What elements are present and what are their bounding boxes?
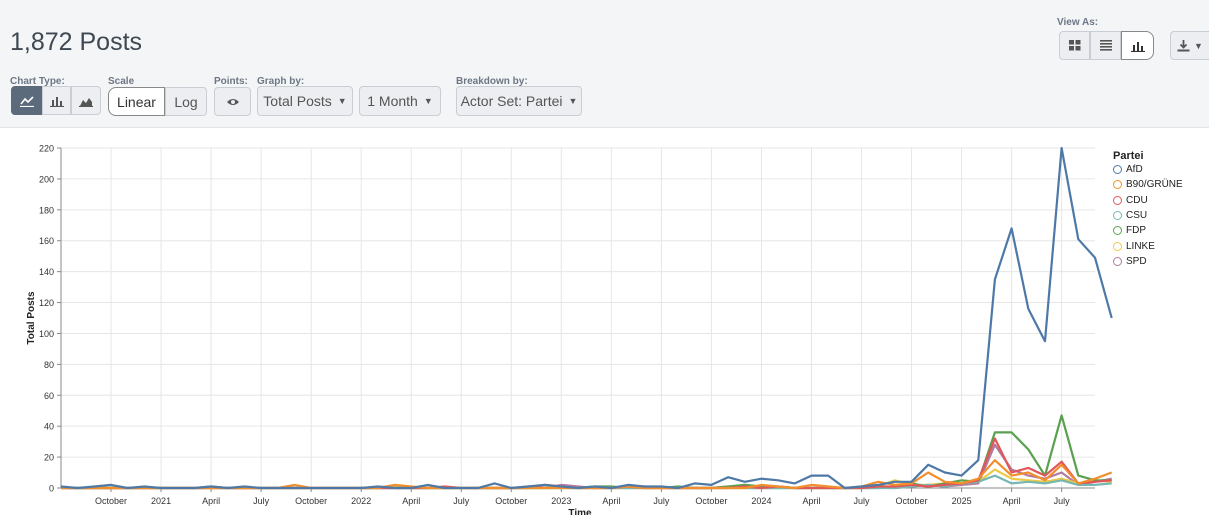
grid-view-button[interactable] <box>1059 31 1090 60</box>
interval-value: 1 Month <box>367 93 418 109</box>
view-as-group <box>1059 31 1154 60</box>
legend-title: Partei <box>1113 150 1144 162</box>
chart-type-label: Chart Type: <box>10 76 65 87</box>
legend-item[interactable]: SPD <box>1113 256 1147 267</box>
x-tick-label: July <box>453 496 470 506</box>
y-tick-label: 60 <box>44 391 54 401</box>
x-tick-label: April <box>802 496 820 506</box>
x-tick-label: October <box>896 496 928 506</box>
bar-chart-icon <box>1130 41 1145 52</box>
y-tick-label: 40 <box>44 422 54 432</box>
legend-label: B90/GRÜNE <box>1126 179 1183 191</box>
chart-view-button[interactable] <box>1121 31 1154 60</box>
y-tick-label: 160 <box>39 236 54 246</box>
x-tick-label: October <box>95 496 127 506</box>
graph-by-label: Graph by: <box>257 76 305 87</box>
legend-item[interactable]: LINKE <box>1113 241 1155 252</box>
interval-dropdown[interactable]: 1 Month ▼ <box>359 86 441 116</box>
legend-label: AfD <box>1126 164 1143 175</box>
legend-item[interactable]: B90/GRÜNE <box>1113 179 1183 190</box>
x-tick-label: July <box>653 496 670 506</box>
x-tick-label: 2024 <box>751 496 771 506</box>
scale-group: Linear Log <box>108 87 207 116</box>
legend-item[interactable]: FDP <box>1113 225 1146 236</box>
x-tick-label: April <box>202 496 220 506</box>
legend-swatch <box>1113 210 1122 220</box>
scale-linear-button[interactable]: Linear <box>108 87 165 116</box>
area-chart-button[interactable] <box>71 86 101 115</box>
y-tick-label: 180 <box>39 205 54 215</box>
y-tick-label: 100 <box>39 329 54 339</box>
legend-swatch <box>1113 256 1122 266</box>
legend-swatch <box>1113 180 1122 190</box>
points-toggle-button[interactable] <box>214 87 251 116</box>
chevron-down-icon: ▼ <box>337 96 347 106</box>
legend-label: SPD <box>1126 255 1147 267</box>
x-tick-label: 2023 <box>551 496 571 506</box>
y-tick-label: 0 <box>49 484 54 494</box>
y-tick-label: 220 <box>39 144 54 154</box>
page-title: 1,872 Posts <box>10 28 143 56</box>
legend-swatch <box>1113 165 1122 174</box>
points-label: Points: <box>214 76 248 87</box>
legend-swatch <box>1113 226 1122 236</box>
y-tick-label: 80 <box>44 360 54 370</box>
line-chart-button[interactable] <box>11 86 42 115</box>
x-tick-label: April <box>1003 496 1021 506</box>
x-tick-label: 2022 <box>351 496 371 506</box>
legend-label: CSU <box>1126 209 1148 221</box>
x-tick-label: October <box>295 496 327 506</box>
breakdown-value: Actor Set: Partei <box>460 93 563 109</box>
series-line-afd <box>60 146 1113 490</box>
graph-by-value: Total Posts <box>263 93 332 109</box>
y-axis-title: Total Posts <box>26 291 37 345</box>
legend-item[interactable]: CSU <box>1113 210 1147 221</box>
x-tick-label: July <box>253 496 270 506</box>
x-tick-label: October <box>695 496 727 506</box>
chart-panel <box>0 127 1209 516</box>
list-view-button[interactable] <box>1090 31 1121 60</box>
x-tick-label: July <box>854 496 871 506</box>
x-tick-label: July <box>1054 496 1071 506</box>
bar-chart-icon <box>49 96 64 107</box>
scale-label: Scale <box>108 76 135 87</box>
x-tick-label: October <box>495 496 527 506</box>
bar-chart-button[interactable] <box>42 86 71 115</box>
y-tick-label: 140 <box>39 267 54 277</box>
legend-label: CDU <box>1126 194 1148 206</box>
chevron-down-icon: ▼ <box>1194 40 1203 51</box>
x-axis-title: Time <box>568 508 592 515</box>
scale-log-button[interactable]: Log <box>165 87 207 116</box>
legend-swatch <box>1113 241 1122 251</box>
chevron-down-icon: ▼ <box>423 96 433 106</box>
breakdown-label: Breakdown by: <box>456 76 528 87</box>
download-button[interactable]: ▼ <box>1170 31 1209 60</box>
download-icon <box>1177 39 1190 51</box>
x-tick-label: 2021 <box>151 496 171 506</box>
y-tick-label: 20 <box>44 453 54 463</box>
legend-label: FDP <box>1126 225 1146 237</box>
y-tick-label: 200 <box>39 174 54 184</box>
breakdown-dropdown[interactable]: Actor Set: Partei ▼ <box>456 86 582 116</box>
x-tick-label: April <box>402 496 420 506</box>
chevron-down-icon: ▼ <box>568 96 578 106</box>
list-icon <box>1099 40 1112 51</box>
grid-icon <box>1068 40 1080 51</box>
line-chart-icon <box>19 95 34 107</box>
graph-by-dropdown[interactable]: Total Posts ▼ <box>257 86 353 116</box>
y-tick-label: 120 <box>39 298 54 308</box>
view-as-label: View As: <box>1057 17 1099 28</box>
legend-item[interactable]: CDU <box>1113 195 1148 206</box>
legend-swatch <box>1113 195 1122 205</box>
eye-icon <box>226 98 239 105</box>
area-chart-icon <box>79 97 93 107</box>
legend-item[interactable]: AfD <box>1113 164 1143 175</box>
legend-label: LINKE <box>1126 240 1155 252</box>
x-tick-label: April <box>602 496 620 506</box>
x-tick-label: 2025 <box>952 496 972 506</box>
chart-type-group <box>11 86 101 115</box>
